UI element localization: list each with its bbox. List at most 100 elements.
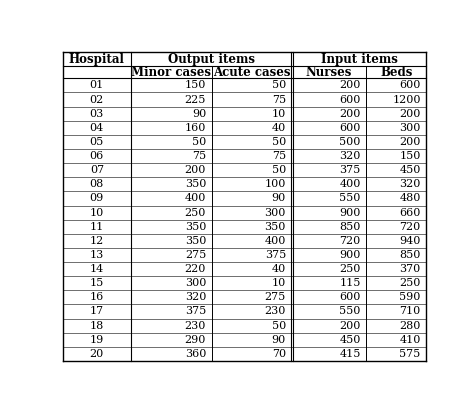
Text: 720: 720 — [339, 236, 360, 246]
Text: 40: 40 — [271, 123, 285, 133]
Text: 450: 450 — [339, 335, 360, 345]
Text: 19: 19 — [89, 335, 104, 345]
Text: 10: 10 — [271, 278, 285, 288]
Text: 75: 75 — [191, 151, 206, 161]
Text: 400: 400 — [264, 236, 285, 246]
Text: 03: 03 — [89, 109, 104, 119]
Text: 08: 08 — [89, 179, 104, 189]
Text: 575: 575 — [398, 349, 420, 359]
Text: 90: 90 — [271, 193, 285, 203]
Text: 200: 200 — [339, 81, 360, 90]
Text: 940: 940 — [398, 236, 420, 246]
Text: 225: 225 — [184, 94, 206, 105]
Text: 850: 850 — [398, 250, 420, 260]
Text: 70: 70 — [271, 349, 285, 359]
Text: 115: 115 — [339, 278, 360, 288]
Text: 375: 375 — [184, 306, 206, 317]
Text: 550: 550 — [339, 193, 360, 203]
Text: 200: 200 — [184, 165, 206, 175]
Text: 250: 250 — [398, 278, 420, 288]
Text: 710: 710 — [398, 306, 420, 317]
Text: 10: 10 — [89, 208, 104, 218]
Text: 400: 400 — [339, 179, 360, 189]
Text: 06: 06 — [89, 151, 104, 161]
Text: 02: 02 — [89, 94, 104, 105]
Text: 350: 350 — [184, 222, 206, 232]
Text: 200: 200 — [398, 137, 420, 147]
Text: 375: 375 — [339, 165, 360, 175]
Text: 400: 400 — [184, 193, 206, 203]
Text: 350: 350 — [264, 222, 285, 232]
Text: 320: 320 — [339, 151, 360, 161]
Text: 370: 370 — [398, 264, 420, 274]
Text: 75: 75 — [271, 94, 285, 105]
Text: 10: 10 — [271, 109, 285, 119]
Text: 375: 375 — [264, 250, 285, 260]
Text: 50: 50 — [271, 165, 285, 175]
Text: 50: 50 — [271, 137, 285, 147]
Text: 300: 300 — [184, 278, 206, 288]
Text: 50: 50 — [191, 137, 206, 147]
Text: 250: 250 — [184, 208, 206, 218]
Text: Input items: Input items — [320, 53, 397, 65]
Text: 290: 290 — [184, 335, 206, 345]
Text: Output items: Output items — [168, 53, 254, 65]
Text: 230: 230 — [264, 306, 285, 317]
Text: 18: 18 — [89, 321, 104, 330]
Text: Hospital: Hospital — [69, 53, 125, 65]
Text: 450: 450 — [398, 165, 420, 175]
Text: 12: 12 — [89, 236, 104, 246]
Text: 590: 590 — [398, 292, 420, 302]
Text: 150: 150 — [184, 81, 206, 90]
Text: 07: 07 — [89, 165, 104, 175]
Text: 17: 17 — [89, 306, 104, 317]
Text: 40: 40 — [271, 264, 285, 274]
Text: 600: 600 — [339, 292, 360, 302]
Text: 275: 275 — [184, 250, 206, 260]
Text: 415: 415 — [339, 349, 360, 359]
Text: 900: 900 — [339, 208, 360, 218]
Text: 600: 600 — [339, 94, 360, 105]
Text: 75: 75 — [271, 151, 285, 161]
Text: 11: 11 — [89, 222, 104, 232]
Text: 410: 410 — [398, 335, 420, 345]
Text: 09: 09 — [89, 193, 104, 203]
Text: 15: 15 — [89, 278, 104, 288]
Text: 600: 600 — [339, 123, 360, 133]
Text: Minor cases: Minor cases — [131, 66, 211, 79]
Text: 220: 220 — [184, 264, 206, 274]
Text: 50: 50 — [271, 81, 285, 90]
Text: 600: 600 — [398, 81, 420, 90]
Text: 660: 660 — [398, 208, 420, 218]
Text: 01: 01 — [89, 81, 104, 90]
Text: 1200: 1200 — [391, 94, 420, 105]
Text: 360: 360 — [184, 349, 206, 359]
Text: 350: 350 — [184, 179, 206, 189]
Text: 230: 230 — [184, 321, 206, 330]
Text: 250: 250 — [339, 264, 360, 274]
Text: 16: 16 — [89, 292, 104, 302]
Text: 320: 320 — [184, 292, 206, 302]
Text: Beds: Beds — [379, 66, 412, 79]
Text: 90: 90 — [191, 109, 206, 119]
Text: Acute cases: Acute cases — [212, 66, 290, 79]
Text: 14: 14 — [89, 264, 104, 274]
Text: 350: 350 — [184, 236, 206, 246]
Text: 13: 13 — [89, 250, 104, 260]
Text: 480: 480 — [398, 193, 420, 203]
Text: 500: 500 — [339, 137, 360, 147]
Text: 200: 200 — [398, 109, 420, 119]
Text: 550: 550 — [339, 306, 360, 317]
Text: 300: 300 — [398, 123, 420, 133]
Text: 200: 200 — [339, 321, 360, 330]
Text: Nurses: Nurses — [305, 66, 351, 79]
Text: 300: 300 — [264, 208, 285, 218]
Text: 20: 20 — [89, 349, 104, 359]
Text: 160: 160 — [184, 123, 206, 133]
Text: 720: 720 — [398, 222, 420, 232]
Text: 05: 05 — [89, 137, 104, 147]
Text: 100: 100 — [264, 179, 285, 189]
Text: 275: 275 — [264, 292, 285, 302]
Text: 50: 50 — [271, 321, 285, 330]
Text: 320: 320 — [398, 179, 420, 189]
